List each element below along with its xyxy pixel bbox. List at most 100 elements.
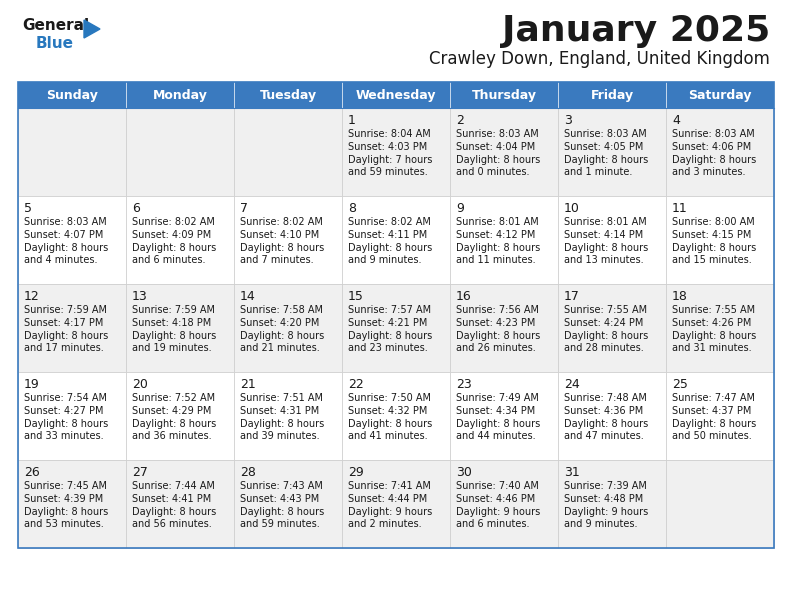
Bar <box>558 372 666 460</box>
Bar <box>234 196 342 284</box>
Text: Sunrise: 7:57 AM
Sunset: 4:21 PM
Daylight: 8 hours
and 23 minutes.: Sunrise: 7:57 AM Sunset: 4:21 PM Dayligh… <box>348 305 432 353</box>
Text: Sunrise: 7:52 AM
Sunset: 4:29 PM
Daylight: 8 hours
and 36 minutes.: Sunrise: 7:52 AM Sunset: 4:29 PM Dayligh… <box>132 393 216 441</box>
Text: 16: 16 <box>456 290 472 303</box>
Bar <box>18 82 126 108</box>
Text: Sunrise: 8:01 AM
Sunset: 4:12 PM
Daylight: 8 hours
and 11 minutes.: Sunrise: 8:01 AM Sunset: 4:12 PM Dayligh… <box>456 217 540 266</box>
Text: 27: 27 <box>132 466 148 479</box>
Text: 5: 5 <box>24 202 32 215</box>
Bar <box>342 372 450 460</box>
Text: 31: 31 <box>564 466 580 479</box>
Text: January 2025: January 2025 <box>502 14 770 48</box>
Text: Sunrise: 7:59 AM
Sunset: 4:17 PM
Daylight: 8 hours
and 17 minutes.: Sunrise: 7:59 AM Sunset: 4:17 PM Dayligh… <box>24 305 109 353</box>
Bar <box>342 108 450 196</box>
Text: 21: 21 <box>240 378 256 391</box>
Bar <box>558 460 666 548</box>
Bar <box>342 460 450 548</box>
Text: 13: 13 <box>132 290 148 303</box>
Bar <box>234 372 342 460</box>
Text: Thursday: Thursday <box>471 89 536 102</box>
Bar <box>450 196 558 284</box>
Text: 20: 20 <box>132 378 148 391</box>
Text: 12: 12 <box>24 290 40 303</box>
Text: Sunrise: 7:55 AM
Sunset: 4:26 PM
Daylight: 8 hours
and 31 minutes.: Sunrise: 7:55 AM Sunset: 4:26 PM Dayligh… <box>672 305 756 353</box>
Bar <box>126 82 234 108</box>
Text: 15: 15 <box>348 290 364 303</box>
Text: Sunrise: 7:47 AM
Sunset: 4:37 PM
Daylight: 8 hours
and 50 minutes.: Sunrise: 7:47 AM Sunset: 4:37 PM Dayligh… <box>672 393 756 441</box>
Text: 28: 28 <box>240 466 256 479</box>
Bar <box>342 82 450 108</box>
Bar <box>666 460 774 548</box>
Text: Sunrise: 8:02 AM
Sunset: 4:10 PM
Daylight: 8 hours
and 7 minutes.: Sunrise: 8:02 AM Sunset: 4:10 PM Dayligh… <box>240 217 324 266</box>
Text: Sunrise: 7:56 AM
Sunset: 4:23 PM
Daylight: 8 hours
and 26 minutes.: Sunrise: 7:56 AM Sunset: 4:23 PM Dayligh… <box>456 305 540 353</box>
Bar <box>126 284 234 372</box>
Polygon shape <box>84 20 100 38</box>
Bar <box>558 196 666 284</box>
Text: 4: 4 <box>672 114 680 127</box>
Text: 8: 8 <box>348 202 356 215</box>
Text: Sunrise: 8:03 AM
Sunset: 4:04 PM
Daylight: 8 hours
and 0 minutes.: Sunrise: 8:03 AM Sunset: 4:04 PM Dayligh… <box>456 129 540 177</box>
Text: Sunrise: 7:54 AM
Sunset: 4:27 PM
Daylight: 8 hours
and 33 minutes.: Sunrise: 7:54 AM Sunset: 4:27 PM Dayligh… <box>24 393 109 441</box>
Text: Sunrise: 7:44 AM
Sunset: 4:41 PM
Daylight: 8 hours
and 56 minutes.: Sunrise: 7:44 AM Sunset: 4:41 PM Dayligh… <box>132 481 216 529</box>
Text: Blue: Blue <box>36 36 74 51</box>
Text: 29: 29 <box>348 466 364 479</box>
Text: Crawley Down, England, United Kingdom: Crawley Down, England, United Kingdom <box>429 50 770 68</box>
Text: Sunrise: 8:02 AM
Sunset: 4:11 PM
Daylight: 8 hours
and 9 minutes.: Sunrise: 8:02 AM Sunset: 4:11 PM Dayligh… <box>348 217 432 266</box>
Text: Sunrise: 7:48 AM
Sunset: 4:36 PM
Daylight: 8 hours
and 47 minutes.: Sunrise: 7:48 AM Sunset: 4:36 PM Dayligh… <box>564 393 648 441</box>
Text: 18: 18 <box>672 290 688 303</box>
Bar <box>450 284 558 372</box>
Text: Sunrise: 7:40 AM
Sunset: 4:46 PM
Daylight: 9 hours
and 6 minutes.: Sunrise: 7:40 AM Sunset: 4:46 PM Dayligh… <box>456 481 540 529</box>
Text: Wednesday: Wednesday <box>356 89 436 102</box>
Text: Friday: Friday <box>591 89 634 102</box>
Text: 26: 26 <box>24 466 40 479</box>
Text: Sunrise: 7:39 AM
Sunset: 4:48 PM
Daylight: 9 hours
and 9 minutes.: Sunrise: 7:39 AM Sunset: 4:48 PM Dayligh… <box>564 481 648 529</box>
Bar <box>234 82 342 108</box>
Text: Sunday: Sunday <box>46 89 98 102</box>
Text: 9: 9 <box>456 202 464 215</box>
Text: 22: 22 <box>348 378 364 391</box>
Text: Monday: Monday <box>153 89 208 102</box>
Bar <box>558 284 666 372</box>
Text: Sunrise: 8:03 AM
Sunset: 4:05 PM
Daylight: 8 hours
and 1 minute.: Sunrise: 8:03 AM Sunset: 4:05 PM Dayligh… <box>564 129 648 177</box>
Text: Sunrise: 7:41 AM
Sunset: 4:44 PM
Daylight: 9 hours
and 2 minutes.: Sunrise: 7:41 AM Sunset: 4:44 PM Dayligh… <box>348 481 432 529</box>
Text: 23: 23 <box>456 378 472 391</box>
Text: Sunrise: 7:59 AM
Sunset: 4:18 PM
Daylight: 8 hours
and 19 minutes.: Sunrise: 7:59 AM Sunset: 4:18 PM Dayligh… <box>132 305 216 353</box>
Text: Sunrise: 7:43 AM
Sunset: 4:43 PM
Daylight: 8 hours
and 59 minutes.: Sunrise: 7:43 AM Sunset: 4:43 PM Dayligh… <box>240 481 324 529</box>
Bar <box>18 82 774 548</box>
Bar <box>666 196 774 284</box>
Text: 17: 17 <box>564 290 580 303</box>
Text: 3: 3 <box>564 114 572 127</box>
Text: Sunrise: 7:45 AM
Sunset: 4:39 PM
Daylight: 8 hours
and 53 minutes.: Sunrise: 7:45 AM Sunset: 4:39 PM Dayligh… <box>24 481 109 529</box>
Text: Sunrise: 8:04 AM
Sunset: 4:03 PM
Daylight: 7 hours
and 59 minutes.: Sunrise: 8:04 AM Sunset: 4:03 PM Dayligh… <box>348 129 432 177</box>
Bar <box>234 284 342 372</box>
Text: 14: 14 <box>240 290 256 303</box>
Text: 10: 10 <box>564 202 580 215</box>
Text: Sunrise: 7:51 AM
Sunset: 4:31 PM
Daylight: 8 hours
and 39 minutes.: Sunrise: 7:51 AM Sunset: 4:31 PM Dayligh… <box>240 393 324 441</box>
Bar <box>342 284 450 372</box>
Bar <box>558 82 666 108</box>
Bar <box>666 82 774 108</box>
Bar <box>450 108 558 196</box>
Bar <box>558 108 666 196</box>
Text: General: General <box>22 18 89 33</box>
Bar <box>126 372 234 460</box>
Bar <box>234 460 342 548</box>
Text: 6: 6 <box>132 202 140 215</box>
Text: Sunrise: 7:55 AM
Sunset: 4:24 PM
Daylight: 8 hours
and 28 minutes.: Sunrise: 7:55 AM Sunset: 4:24 PM Dayligh… <box>564 305 648 353</box>
Bar <box>18 108 126 196</box>
Text: Sunrise: 8:00 AM
Sunset: 4:15 PM
Daylight: 8 hours
and 15 minutes.: Sunrise: 8:00 AM Sunset: 4:15 PM Dayligh… <box>672 217 756 266</box>
Text: Saturday: Saturday <box>688 89 752 102</box>
Text: 2: 2 <box>456 114 464 127</box>
Bar <box>126 108 234 196</box>
Text: Sunrise: 8:03 AM
Sunset: 4:07 PM
Daylight: 8 hours
and 4 minutes.: Sunrise: 8:03 AM Sunset: 4:07 PM Dayligh… <box>24 217 109 266</box>
Text: 11: 11 <box>672 202 687 215</box>
Bar <box>18 372 126 460</box>
Bar <box>18 460 126 548</box>
Text: Sunrise: 7:58 AM
Sunset: 4:20 PM
Daylight: 8 hours
and 21 minutes.: Sunrise: 7:58 AM Sunset: 4:20 PM Dayligh… <box>240 305 324 353</box>
Bar <box>18 196 126 284</box>
Text: Sunrise: 7:50 AM
Sunset: 4:32 PM
Daylight: 8 hours
and 41 minutes.: Sunrise: 7:50 AM Sunset: 4:32 PM Dayligh… <box>348 393 432 441</box>
Bar <box>126 460 234 548</box>
Bar <box>450 372 558 460</box>
Text: Tuesday: Tuesday <box>260 89 317 102</box>
Bar <box>450 82 558 108</box>
Bar <box>666 108 774 196</box>
